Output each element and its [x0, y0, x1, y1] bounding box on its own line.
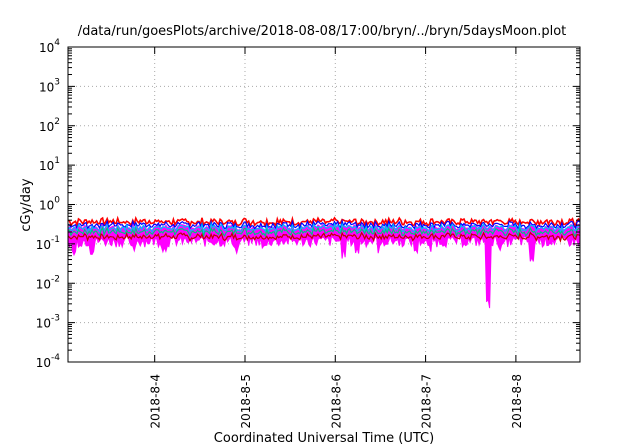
x-tick-label: 2018-8-7 — [420, 374, 434, 428]
series-line — [67, 226, 581, 239]
y-tick-label: 10-1 — [36, 235, 60, 252]
x-tick-label: 2018-8-5 — [239, 374, 253, 428]
y-tick-label: 104 — [39, 38, 60, 55]
x-tick-label: 2018-8-8 — [510, 374, 524, 428]
y-axis-label: cGy/day — [19, 178, 34, 232]
grid — [68, 47, 580, 362]
series-line — [67, 221, 581, 235]
x-axis-label: Coordinated Universal Time (UTC) — [214, 431, 434, 446]
chart-title: /data/run/goesPlots/archive/2018-08-08/1… — [78, 24, 567, 39]
y-tick-label: 103 — [39, 77, 60, 94]
y-tick-label: 10-4 — [36, 353, 61, 370]
y-tick-label: 100 — [39, 196, 60, 213]
series-line — [67, 218, 581, 231]
ticks: 10-4 10-3 10-2 10-1 100 101 102 103 104 2018-8-4 2… — [36, 38, 580, 428]
y-tick-label: 10-3 — [36, 314, 60, 331]
y-tick-label: 10-2 — [36, 274, 60, 291]
series-line — [67, 231, 581, 243]
y-tick-label: 101 — [39, 156, 60, 173]
series-line — [67, 215, 581, 229]
y-tick-label: 102 — [39, 117, 60, 134]
x-tick-label: 2018-8-4 — [149, 374, 163, 428]
series-layer — [67, 215, 581, 309]
x-tick-label: 2018-8-6 — [329, 374, 343, 428]
